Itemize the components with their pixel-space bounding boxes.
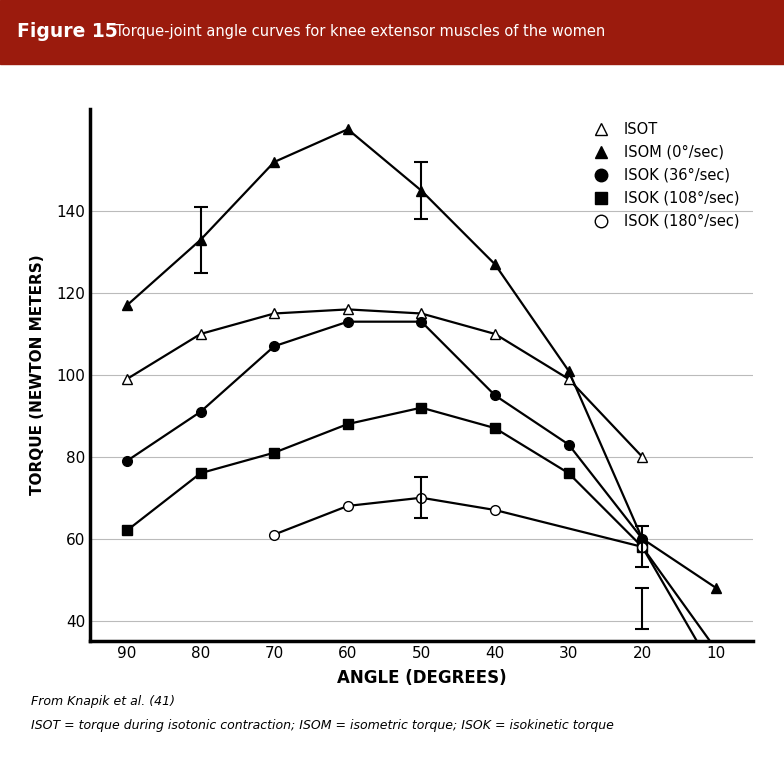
Text: ISOT = torque during isotonic contraction; ISOM = isometric torque; ISOK = isoki: ISOT = torque during isotonic contractio… — [31, 719, 614, 732]
Legend: ISOT, ISOM (0°/sec), ISOK (36°/sec), ISOK (108°/sec), ISOK (180°/sec): ISOT, ISOM (0°/sec), ISOK (36°/sec), ISO… — [580, 116, 746, 235]
Y-axis label: TORQUE (NEWTON METERS): TORQUE (NEWTON METERS) — [31, 255, 45, 495]
Text: Torque-joint angle curves for knee extensor muscles of the women: Torque-joint angle curves for knee exten… — [106, 24, 605, 40]
X-axis label: ANGLE (DEGREES): ANGLE (DEGREES) — [336, 669, 506, 687]
Text: Figure 15: Figure 15 — [17, 23, 118, 41]
Text: From Knapik et al. (41): From Knapik et al. (41) — [31, 695, 176, 709]
